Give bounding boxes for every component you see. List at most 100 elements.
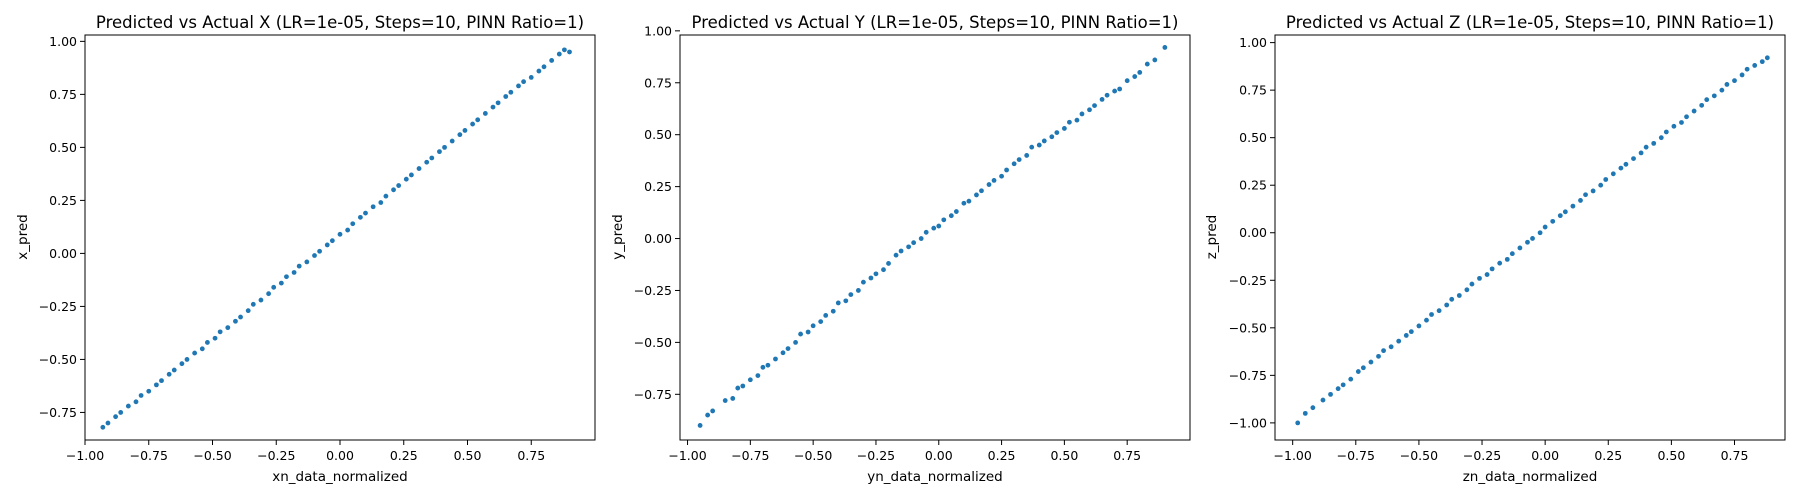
data-point-y	[986, 182, 992, 187]
plot-frame-z	[1274, 34, 1786, 441]
data-point-y	[1024, 153, 1030, 158]
data-point-y	[1099, 96, 1105, 102]
data-point-y	[1117, 86, 1123, 92]
data-point-z	[1408, 329, 1414, 335]
data-point-x	[258, 297, 264, 303]
data-point-y	[979, 188, 984, 194]
data-point-z	[1355, 369, 1361, 374]
panel-x: Predicted vs Actual X (LR=1e-05, Steps=1…	[15, 13, 596, 485]
data-point-x	[363, 210, 368, 216]
data-point-z	[1484, 272, 1490, 277]
data-point-y	[843, 298, 849, 304]
point-group-z	[1295, 55, 1770, 426]
data-point-x	[233, 318, 238, 324]
data-point-y	[868, 275, 874, 281]
y-tick-label-z: −0.50	[1229, 320, 1267, 335]
data-point-z	[1504, 256, 1510, 262]
data-point-y	[722, 398, 728, 403]
x-tick-label-y: 0.25	[988, 448, 1016, 463]
data-point-z	[1368, 359, 1374, 365]
data-point-z	[1732, 78, 1737, 84]
y-tick-label-y: 1.00	[644, 23, 672, 38]
data-point-x	[490, 104, 496, 110]
x-tick-label-x: 0.75	[517, 448, 545, 463]
data-point-z	[1679, 120, 1684, 125]
chart-title-z: Predicted vs Actual Z (LR=1e-05, Steps=1…	[1286, 13, 1774, 32]
data-point-y	[818, 319, 824, 325]
data-point-z	[1610, 171, 1616, 177]
data-point-x	[536, 68, 542, 74]
data-point-y	[906, 244, 912, 250]
data-point-z	[1739, 72, 1745, 78]
data-point-z	[1456, 293, 1462, 298]
data-point-x	[383, 193, 389, 199]
data-point-y	[1079, 111, 1085, 117]
data-point-x	[245, 308, 251, 314]
data-point-x	[217, 329, 223, 335]
data-point-x	[317, 248, 322, 254]
data-point-z	[1603, 177, 1609, 182]
data-point-z	[1699, 102, 1705, 108]
data-point-x	[470, 121, 475, 127]
data-point-y	[810, 323, 816, 329]
data-point-z	[1638, 150, 1644, 156]
y-tick-label-y: 0.75	[644, 75, 672, 90]
data-point-y	[991, 177, 997, 183]
data-point-z	[1598, 182, 1604, 188]
data-point-z	[1348, 376, 1354, 382]
data-point-z	[1388, 344, 1394, 350]
data-point-x	[238, 314, 243, 320]
x-tick-label-y: 0.50	[1050, 448, 1078, 463]
data-point-z	[1542, 224, 1548, 230]
data-point-x	[516, 83, 521, 89]
data-point-y	[918, 236, 924, 241]
data-point-z	[1320, 397, 1326, 403]
y-tick-label-y: 0.00	[644, 231, 672, 246]
data-point-y	[936, 223, 942, 229]
data-point-z	[1477, 275, 1482, 281]
x-tick-label-x: 0.00	[326, 448, 354, 463]
x-tick-label-z: −0.25	[1463, 448, 1501, 463]
data-point-y	[1067, 119, 1072, 125]
data-point-x	[291, 270, 297, 275]
data-point-y	[1074, 117, 1080, 123]
data-point-z	[1335, 386, 1341, 392]
data-point-x	[337, 231, 343, 237]
data-point-x	[475, 117, 481, 123]
data-point-x	[521, 79, 526, 85]
data-point-z	[1328, 391, 1333, 397]
x-tick-label-x: −0.25	[257, 448, 295, 463]
y-tick-label-x: 1.00	[49, 34, 77, 49]
data-point-z	[1671, 123, 1677, 129]
data-point-x	[329, 238, 335, 244]
data-point-y	[780, 350, 786, 356]
data-point-z	[1631, 156, 1636, 161]
data-point-y	[730, 396, 736, 401]
data-point-x	[159, 378, 164, 384]
x-tick-label-x: 0.50	[454, 448, 482, 463]
data-point-x	[457, 132, 463, 138]
x-axis-label-z: zn_data_normalized	[1463, 469, 1598, 485]
data-point-z	[1302, 410, 1308, 416]
data-point-x	[350, 221, 356, 227]
data-point-z	[1360, 365, 1366, 371]
data-point-z	[1449, 296, 1455, 302]
data-point-z	[1310, 405, 1316, 411]
x-tick-label-z: 0.75	[1721, 448, 1749, 463]
data-point-x	[225, 325, 231, 331]
data-point-x	[378, 200, 384, 205]
x-axis-label-y: yn_data_normalized	[867, 469, 1002, 485]
data-point-x	[370, 204, 376, 210]
x-tick-label-z: −0.50	[1400, 448, 1438, 463]
data-point-x	[154, 382, 159, 388]
data-point-x	[278, 280, 284, 286]
data-point-x	[284, 274, 289, 280]
data-point-z	[1719, 87, 1725, 93]
x-tick-label-y: 0.00	[925, 448, 953, 463]
data-point-z	[1663, 129, 1669, 135]
data-point-z	[1525, 239, 1530, 245]
data-point-x	[324, 242, 330, 248]
data-point-y	[1061, 126, 1067, 131]
data-point-z	[1464, 287, 1470, 293]
y-tick-label-x: 0.00	[49, 246, 77, 261]
